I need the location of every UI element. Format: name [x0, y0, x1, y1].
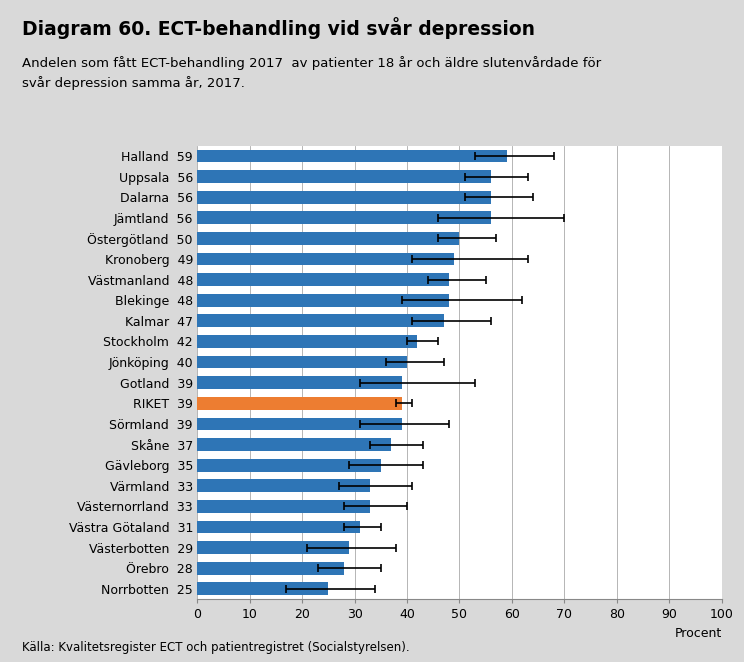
- Bar: [197, 459, 381, 471]
- Bar: [197, 253, 454, 265]
- Bar: [197, 294, 449, 307]
- Bar: [197, 314, 443, 327]
- Bar: [197, 583, 328, 595]
- Bar: [197, 397, 402, 410]
- X-axis label: Procent: Procent: [674, 627, 722, 639]
- Bar: [197, 232, 460, 245]
- Text: Källa: Kvalitetsregister ECT och patientregistret (Socialstyrelsen).: Källa: Kvalitetsregister ECT och patient…: [22, 641, 410, 654]
- Text: Andelen som fått ECT-behandling 2017  av patienter 18 år och äldre slutenvårdade: Andelen som fått ECT-behandling 2017 av …: [22, 56, 601, 89]
- Bar: [197, 170, 491, 183]
- Bar: [197, 150, 507, 162]
- Bar: [197, 418, 402, 430]
- Bar: [197, 273, 449, 286]
- Bar: [197, 562, 344, 575]
- Bar: [197, 479, 371, 492]
- Bar: [197, 520, 360, 534]
- Bar: [197, 191, 491, 203]
- Bar: [197, 438, 391, 451]
- Bar: [197, 500, 371, 513]
- Text: Diagram 60. ECT-behandling vid svår depression: Diagram 60. ECT-behandling vid svår depr…: [22, 17, 536, 38]
- Bar: [197, 355, 407, 369]
- Bar: [197, 335, 417, 348]
- Bar: [197, 211, 491, 224]
- Bar: [197, 542, 349, 554]
- Bar: [197, 376, 402, 389]
